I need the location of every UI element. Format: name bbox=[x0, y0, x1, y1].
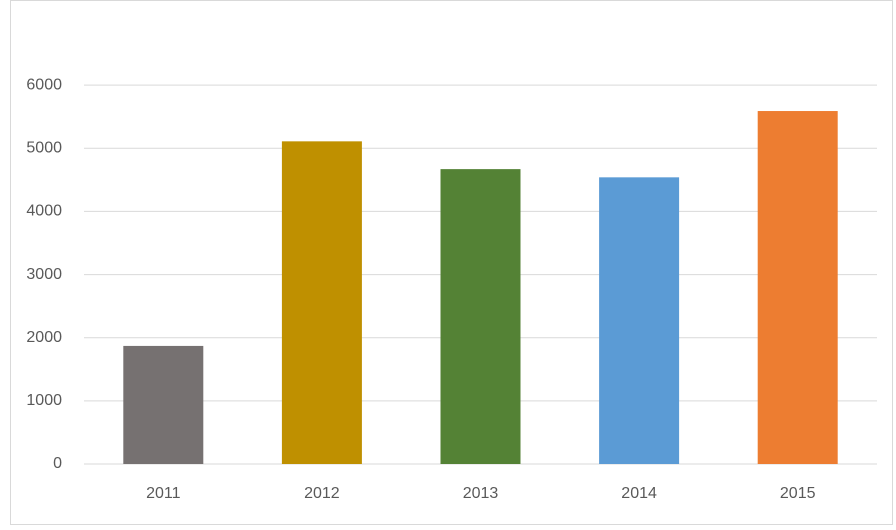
x-tick-label: 2014 bbox=[621, 485, 657, 502]
bar bbox=[440, 169, 521, 464]
y-tick-label: 5000 bbox=[26, 140, 62, 157]
y-tick-label: 1000 bbox=[26, 392, 62, 409]
bar bbox=[123, 345, 204, 464]
bar bbox=[281, 141, 362, 464]
y-tick-label: 4000 bbox=[26, 203, 62, 220]
x-tick-label: 2011 bbox=[146, 485, 181, 502]
x-tick-label: 2012 bbox=[304, 485, 340, 502]
y-tick-label: 3000 bbox=[26, 266, 62, 283]
x-tick-label: 2013 bbox=[463, 485, 499, 502]
y-tick-label: 0 bbox=[53, 455, 62, 472]
y-tick-label: 2000 bbox=[26, 329, 62, 346]
y-tick-label: 6000 bbox=[26, 76, 62, 93]
bar bbox=[599, 177, 680, 464]
x-tick-label: 2015 bbox=[780, 485, 816, 502]
bar bbox=[757, 111, 838, 464]
